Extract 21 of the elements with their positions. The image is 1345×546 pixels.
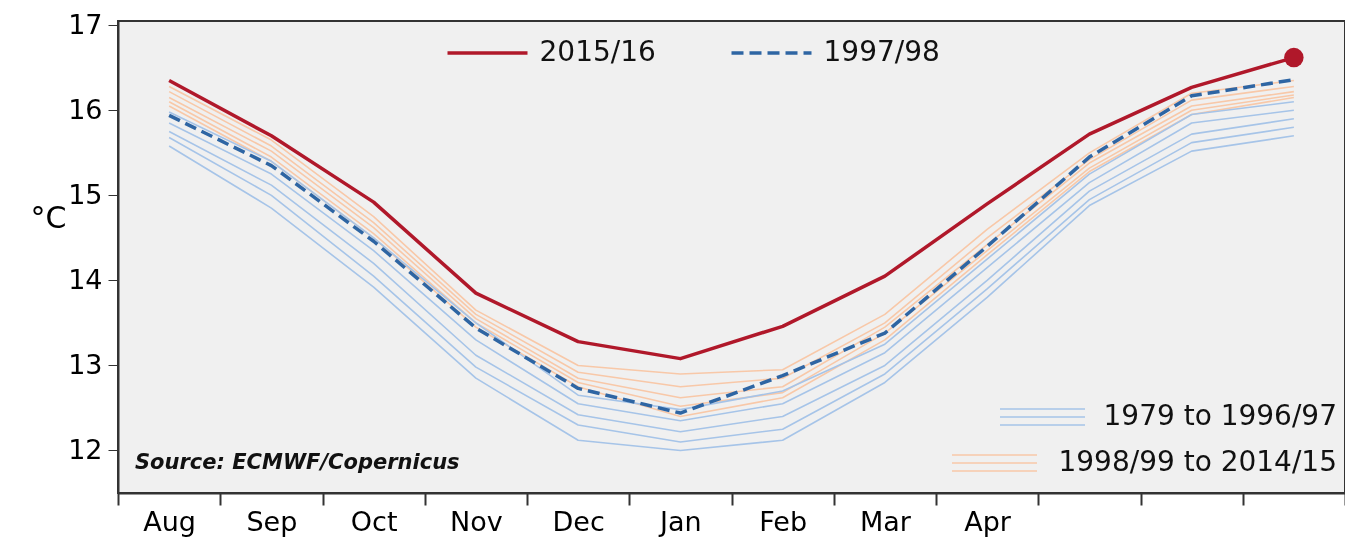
x-tick-label: Jan [658,505,702,537]
x-tick-label: Nov [450,505,503,537]
legend-label: 1997/98 [823,35,940,68]
legend-label: 1979 to 1996/97 [1103,399,1337,432]
y-tick-label: 16 [68,93,103,125]
x-tick-label: Mar [859,505,912,537]
y-tick-label: 14 [68,263,103,295]
y-tick-label: 13 [68,348,103,380]
y-tick-label: 12 [68,433,103,465]
annotation: Source: ECMWF/Copernicus [135,450,460,474]
x-tick-label: Sep [246,505,298,537]
x-tick-label: Apr [964,505,1012,537]
y-axis-title: °C [30,199,67,235]
x-tick-label: Oct [350,505,398,537]
x-tick-label: Feb [759,505,808,537]
y-tick-label: 15 [68,178,103,210]
legend-label: 1998/99 to 2014/15 [1058,445,1337,478]
legend-label: 2015/16 [539,35,656,68]
x-tick-label: Dec [552,505,605,537]
x-tick-label: Aug [143,505,196,537]
y-tick-label: 17 [68,8,103,40]
